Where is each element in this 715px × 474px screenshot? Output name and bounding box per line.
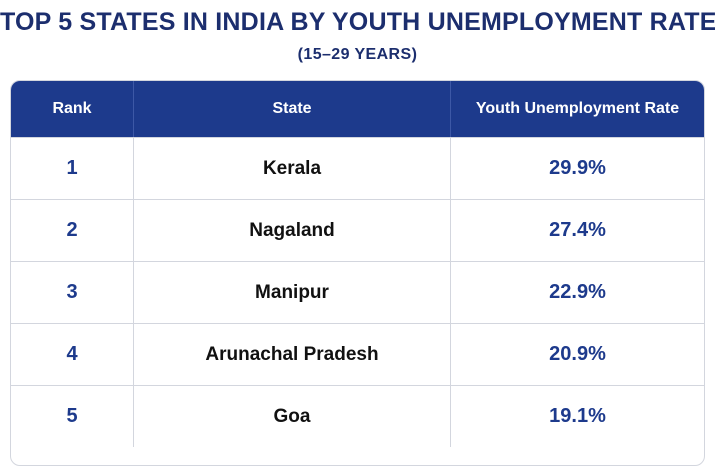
column-header-state: State bbox=[134, 81, 451, 137]
page-title: TOP 5 STATES IN INDIA BY YOUTH UNEMPLOYM… bbox=[0, 8, 715, 36]
rank-cell: 4 bbox=[11, 324, 134, 385]
rank-cell: 1 bbox=[11, 138, 134, 199]
column-header-rank: Rank bbox=[11, 81, 134, 137]
state-cell: Goa bbox=[134, 386, 451, 447]
rank-cell: 2 bbox=[11, 200, 134, 261]
table-row: 4 Arunachal Pradesh 20.9% bbox=[11, 323, 704, 385]
state-cell: Nagaland bbox=[134, 200, 451, 261]
ranking-table: Rank State Youth Unemployment Rate 1 Ker… bbox=[10, 80, 705, 466]
table-row: 2 Nagaland 27.4% bbox=[11, 199, 704, 261]
table-row: 5 Goa 19.1% bbox=[11, 385, 704, 447]
state-cell: Manipur bbox=[134, 262, 451, 323]
rate-cell: 29.9% bbox=[549, 157, 606, 179]
rank-cell: 3 bbox=[11, 262, 134, 323]
rate-cell: 19.1% bbox=[549, 405, 606, 427]
table-row: 1 Kerala 29.9% bbox=[11, 137, 704, 199]
rank-cell: 5 bbox=[11, 386, 134, 447]
table-row: 3 Manipur 22.9% bbox=[11, 261, 704, 323]
rate-cell: 22.9% bbox=[549, 281, 606, 303]
page-subtitle: (15–29 YEARS) bbox=[297, 46, 418, 63]
rate-cell: 27.4% bbox=[549, 219, 606, 241]
state-cell: Kerala bbox=[134, 138, 451, 199]
rate-cell: 20.9% bbox=[549, 343, 606, 365]
table-header-row: Rank State Youth Unemployment Rate bbox=[11, 81, 704, 137]
state-cell: Arunachal Pradesh bbox=[134, 324, 451, 385]
column-header-rate: Youth Unemployment Rate bbox=[475, 100, 680, 117]
